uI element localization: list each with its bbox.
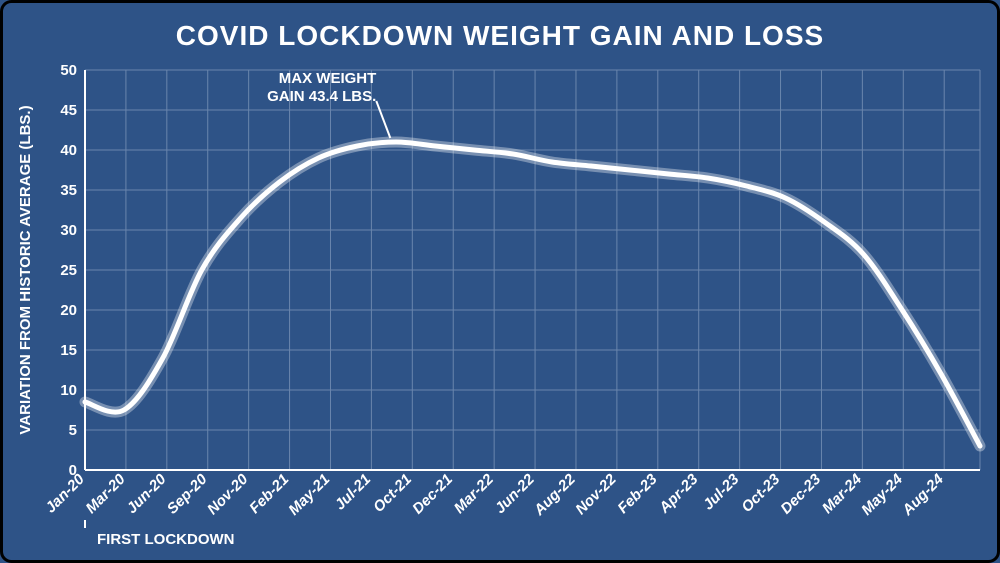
y-tick-label: 20 [60,302,77,319]
chart-title: COVID LOCKDOWN WEIGHT GAIN AND LOSS [176,20,824,51]
y-tick-label: 25 [60,262,77,279]
y-tick-label: 15 [60,342,77,359]
annotation-max-line2: GAIN 43.4 LBS. [267,88,376,105]
chart-svg: 05101520253035404550Jan-20Mar-20Jun-20Se… [0,0,1000,563]
annotation-first-lockdown: FIRST LOCKDOWN [97,531,234,548]
y-tick-label: 30 [60,222,77,239]
chart-container: 05101520253035404550Jan-20Mar-20Jun-20Se… [0,0,1000,563]
y-tick-label: 5 [69,422,77,439]
y-tick-label: 35 [60,182,77,199]
annotation-max-line1: MAX WEIGHT [279,70,377,87]
y-tick-label: 50 [60,62,77,79]
y-tick-label: 45 [60,102,77,119]
y-tick-label: 10 [60,382,77,399]
y-axis-label: VARIATION FROM HISTORIC AVERAGE (LBS.) [17,105,34,434]
y-tick-label: 40 [60,142,77,159]
